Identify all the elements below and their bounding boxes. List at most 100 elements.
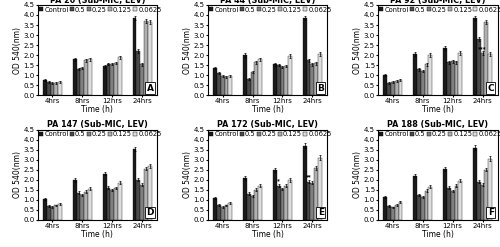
- Bar: [84, 60, 88, 95]
- Bar: [58, 82, 62, 95]
- Bar: [102, 174, 106, 220]
- Bar: [446, 62, 450, 95]
- Bar: [288, 180, 292, 220]
- Bar: [390, 82, 394, 95]
- Bar: [390, 207, 394, 220]
- Bar: [454, 62, 458, 95]
- Bar: [484, 22, 488, 95]
- Bar: [428, 55, 432, 95]
- Bar: [42, 199, 46, 220]
- Bar: [310, 64, 314, 95]
- Bar: [272, 64, 276, 95]
- Bar: [417, 195, 420, 220]
- Bar: [216, 73, 220, 95]
- Bar: [420, 197, 424, 220]
- Bar: [258, 59, 262, 95]
- Bar: [118, 57, 122, 95]
- Bar: [428, 187, 432, 220]
- Bar: [310, 183, 314, 220]
- Bar: [480, 185, 484, 220]
- Bar: [220, 207, 224, 220]
- Bar: [398, 80, 402, 95]
- Bar: [132, 149, 136, 220]
- Bar: [213, 68, 216, 95]
- Text: F: F: [488, 208, 494, 217]
- Bar: [476, 39, 480, 95]
- Bar: [413, 54, 417, 95]
- Bar: [450, 61, 454, 95]
- Bar: [50, 83, 54, 95]
- Bar: [473, 18, 476, 95]
- Title: PA 188 (Sub-MIC, LEV): PA 188 (Sub-MIC, LEV): [387, 121, 488, 129]
- Bar: [443, 169, 446, 220]
- Text: A: A: [146, 83, 154, 93]
- Bar: [250, 72, 254, 95]
- Bar: [302, 18, 306, 95]
- Bar: [318, 158, 322, 220]
- Legend: Control, 0.5, 0.25, 0.125, 0.0625: Control, 0.5, 0.25, 0.125, 0.0625: [378, 131, 500, 138]
- Text: *: *: [277, 179, 280, 184]
- Bar: [136, 180, 140, 220]
- Bar: [488, 159, 492, 220]
- Y-axis label: OD 540(nm): OD 540(nm): [13, 27, 22, 74]
- Bar: [213, 198, 216, 220]
- Bar: [398, 202, 402, 220]
- Y-axis label: OD 540(nm): OD 540(nm): [13, 151, 22, 198]
- Bar: [250, 196, 254, 220]
- Bar: [394, 81, 398, 95]
- Bar: [118, 183, 122, 220]
- Bar: [148, 166, 152, 220]
- Bar: [314, 168, 318, 220]
- Bar: [148, 22, 152, 95]
- Bar: [288, 56, 292, 95]
- Text: E: E: [318, 208, 324, 217]
- Bar: [88, 189, 92, 220]
- Bar: [216, 205, 220, 220]
- Bar: [110, 190, 114, 220]
- Y-axis label: OD 540(nm): OD 540(nm): [354, 27, 362, 74]
- Bar: [473, 148, 476, 220]
- Bar: [54, 206, 58, 220]
- Bar: [306, 182, 310, 220]
- Bar: [280, 189, 284, 220]
- Bar: [272, 170, 276, 220]
- Bar: [484, 170, 488, 220]
- Y-axis label: OD 540(nm): OD 540(nm): [183, 151, 192, 198]
- Bar: [132, 18, 136, 95]
- Bar: [76, 69, 80, 95]
- X-axis label: Time (h): Time (h): [82, 105, 114, 114]
- Bar: [383, 75, 387, 95]
- Bar: [46, 82, 50, 95]
- Bar: [480, 53, 484, 95]
- Bar: [102, 66, 106, 95]
- Bar: [424, 191, 428, 220]
- Bar: [144, 169, 148, 220]
- Bar: [42, 80, 46, 95]
- Title: PA 20 (Sub-MIC, LEV): PA 20 (Sub-MIC, LEV): [50, 0, 145, 5]
- Bar: [224, 206, 228, 220]
- Bar: [258, 186, 262, 220]
- Bar: [144, 21, 148, 95]
- Legend: Control, 0.5, 0.25, 0.125, 0.0625: Control, 0.5, 0.25, 0.125, 0.0625: [38, 131, 162, 138]
- Legend: Control, 0.5, 0.25, 0.125, 0.0625: Control, 0.5, 0.25, 0.125, 0.0625: [378, 6, 500, 13]
- Bar: [88, 59, 92, 95]
- Text: ***: ***: [478, 46, 487, 51]
- Bar: [54, 83, 58, 95]
- X-axis label: Time (h): Time (h): [422, 230, 454, 239]
- Bar: [488, 54, 492, 95]
- X-axis label: Time (h): Time (h): [422, 105, 454, 114]
- X-axis label: Time (h): Time (h): [82, 230, 114, 239]
- Bar: [80, 195, 84, 220]
- Bar: [228, 203, 232, 220]
- Bar: [58, 204, 62, 220]
- Bar: [140, 185, 144, 220]
- Bar: [50, 207, 54, 220]
- Legend: Control, 0.5, 0.25, 0.125, 0.0625: Control, 0.5, 0.25, 0.125, 0.0625: [208, 6, 332, 13]
- Bar: [246, 79, 250, 95]
- Bar: [114, 188, 118, 220]
- Title: PA 92 (Sub-MIC, LEV): PA 92 (Sub-MIC, LEV): [390, 0, 486, 5]
- Legend: Control, 0.5, 0.25, 0.125, 0.0625: Control, 0.5, 0.25, 0.125, 0.0625: [38, 6, 162, 13]
- Bar: [446, 188, 450, 220]
- Bar: [254, 190, 258, 220]
- Bar: [243, 178, 246, 220]
